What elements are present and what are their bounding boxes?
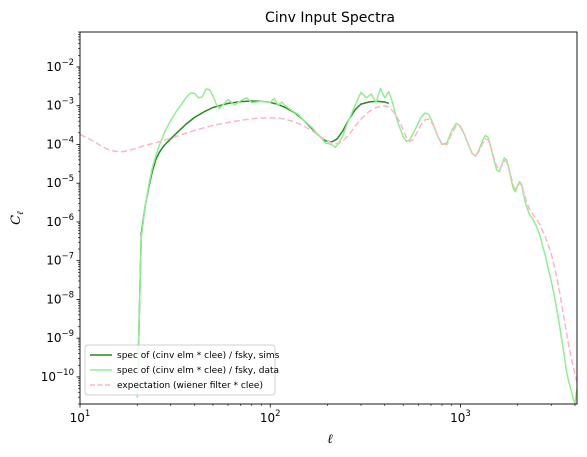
y-axis-label: Cℓ	[9, 211, 26, 225]
y-axis-ticks: 10−10 10−9 10−8 10−7 10−6 10−5 10−4 10−3 10−2	[41, 31, 80, 405]
x-tick-label: 103	[450, 409, 471, 425]
legend-label-1: spec of (cinv elm * clee) / fsky, sims	[117, 351, 280, 361]
legend-label-3: expectation (wiener filter * clee)	[117, 381, 263, 391]
series-line-3	[80, 104, 577, 384]
y-tick-label: 10−5	[46, 174, 74, 190]
plot-frame	[79, 31, 578, 405]
y-tick-label: 10−8	[46, 290, 74, 306]
y-tick-label: 10−2	[46, 58, 74, 74]
y-tick-label: 10−4	[46, 135, 74, 151]
plot-area: 101 102 103 10−1010−910−810−710−610−510−41…	[41, 31, 578, 425]
legend-box	[84, 344, 276, 396]
x-tick-label: 101	[70, 409, 91, 425]
legend-label-2: spec of (cinv elm * clee) / fsky, data	[117, 366, 279, 376]
x-axis-label: ℓ	[327, 432, 333, 447]
series-layer	[80, 87, 577, 404]
x-tick-label: 102	[260, 409, 281, 425]
legend: spec of (cinv elm * clee) / fsky, sims sp…	[84, 344, 280, 396]
y-tick-label: 10−6	[46, 213, 74, 229]
x-axis-ticks: 101 102 103	[70, 404, 576, 425]
y-tick-label: 10−10	[41, 368, 74, 384]
series-line-2	[136, 87, 577, 404]
chart-title: Cinv Input Spectra	[265, 10, 395, 26]
y-tick-label: 10−7	[46, 252, 74, 268]
y-tick-label: 10−9	[46, 329, 74, 345]
y-tick-label: 10−3	[46, 97, 74, 113]
